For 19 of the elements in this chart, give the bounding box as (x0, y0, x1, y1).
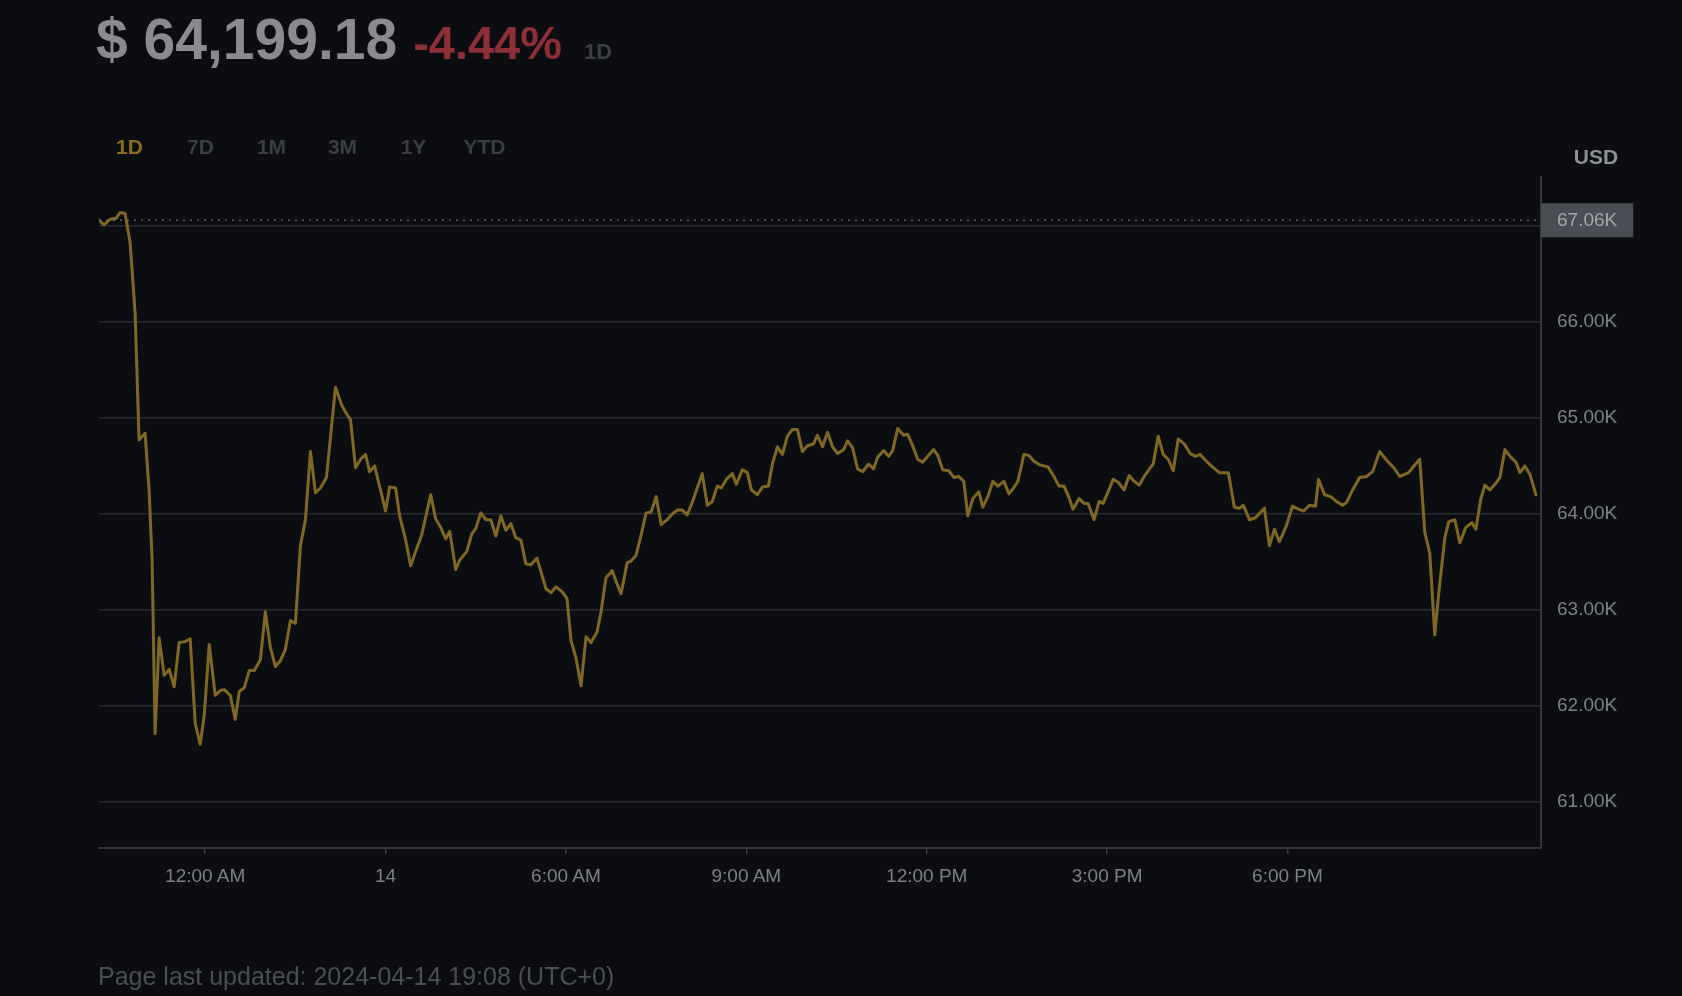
x-tick-label: 12:00 PM (886, 864, 968, 886)
x-tick-label: 12:00 AM (165, 864, 246, 886)
chart-title: $ 64,199.18 (96, 6, 398, 72)
x-tick-label: 6:00 AM (531, 864, 601, 886)
ref-line-label: 67.06K (1557, 209, 1618, 231)
x-tick-label: 9:00 AM (711, 864, 782, 886)
text: 1D (94, 135, 165, 159)
x-tick-label: 3:00 PM (1071, 864, 1143, 886)
y-axis-title: USD (1573, 144, 1619, 168)
y-tick-label: 61.00K (1557, 790, 1618, 812)
y-tick-label: 63.00K (1557, 598, 1618, 620)
x-tick-label: 6:00 PM (1252, 864, 1323, 886)
chart-subtitle: -4.44% (413, 15, 563, 70)
y-tick-label: 64.00K (1557, 502, 1618, 524)
y-tick-label: 62.00K (1557, 694, 1618, 716)
y-tick-label: 66.00K (1557, 310, 1618, 332)
text: Page last updated: 2024-04-14 19:08 (UTC+0) (98, 962, 615, 991)
y-tick-label: 65.00K (1557, 406, 1618, 428)
x-tick-label: 14 (375, 864, 397, 886)
